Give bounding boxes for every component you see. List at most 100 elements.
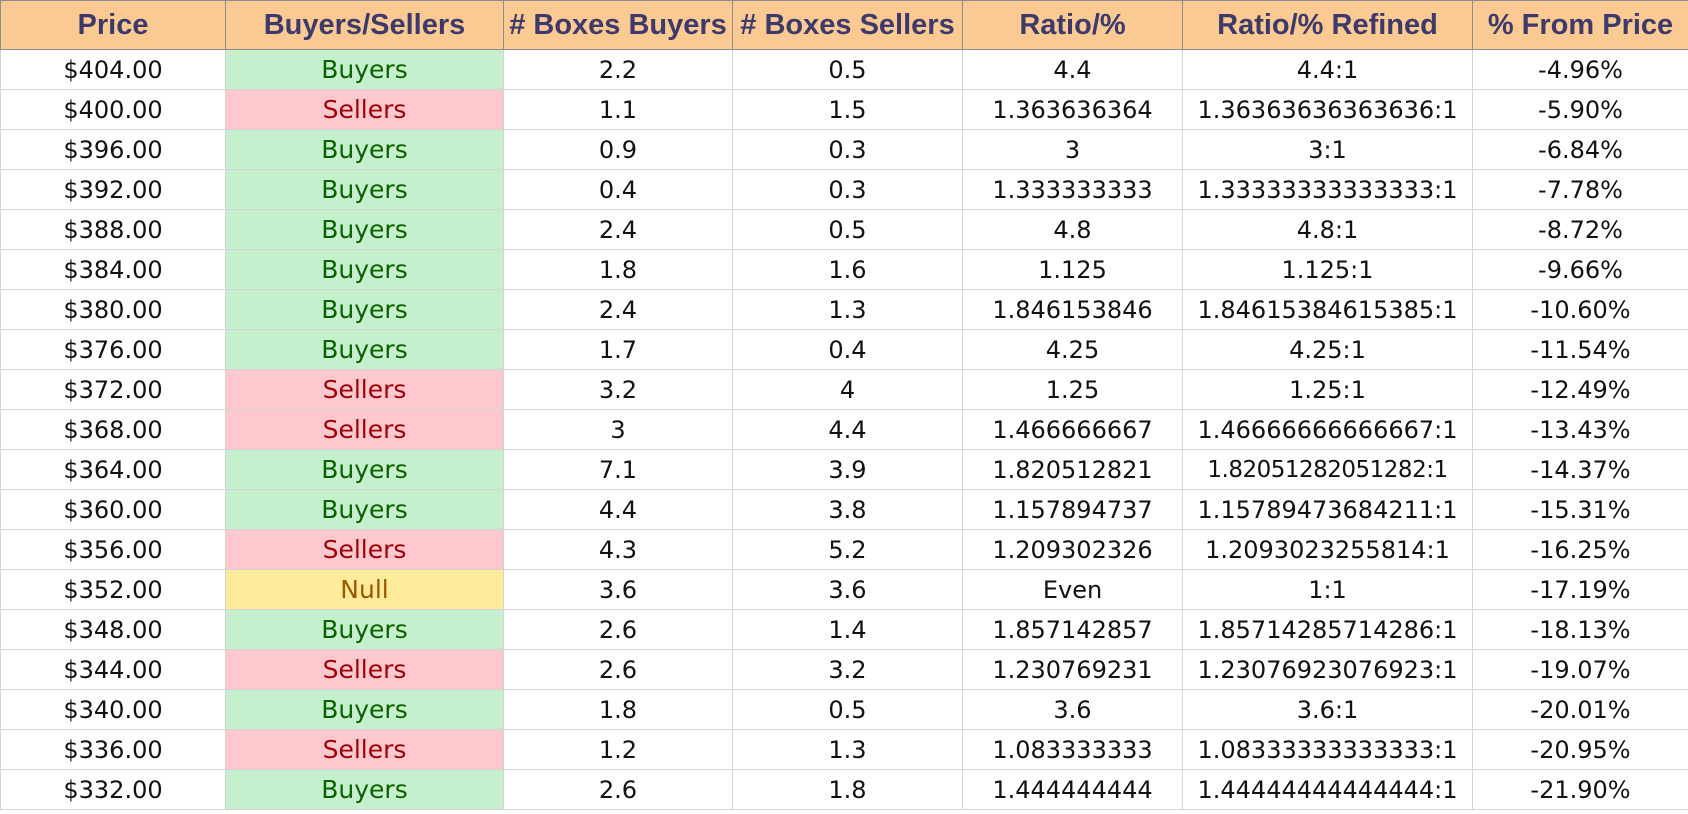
ratio-refined-cell[interactable]: 1.15789473684211:1: [1182, 489, 1473, 530]
price-cell[interactable]: $340.00: [0, 689, 226, 730]
boxes-sellers-cell[interactable]: 5.2: [732, 529, 963, 570]
ratio-cell[interactable]: 1.820512821: [962, 449, 1183, 490]
buyers-sellers-cell[interactable]: Buyers: [225, 449, 504, 490]
from-price-cell[interactable]: -11.54%: [1472, 329, 1688, 370]
boxes-sellers-cell[interactable]: 0.5: [732, 689, 963, 730]
ratio-refined-cell[interactable]: 1.33333333333333:1: [1182, 169, 1473, 210]
ratio-cell[interactable]: 1.125: [962, 249, 1183, 290]
ratio-cell[interactable]: 1.444444444: [962, 769, 1183, 810]
ratio-cell[interactable]: 1.230769231: [962, 649, 1183, 690]
ratio-cell[interactable]: 4.4: [962, 49, 1183, 90]
ratio-cell[interactable]: 1.333333333: [962, 169, 1183, 210]
ratio-cell[interactable]: 1.209302326: [962, 529, 1183, 570]
header-price[interactable]: Price: [0, 0, 226, 50]
from-price-cell[interactable]: -5.90%: [1472, 89, 1688, 130]
boxes-buyers-cell[interactable]: 1.7: [503, 329, 733, 370]
buyers-sellers-cell[interactable]: Buyers: [225, 129, 504, 170]
ratio-cell[interactable]: 4.25: [962, 329, 1183, 370]
ratio-refined-cell[interactable]: 1.08333333333333:1: [1182, 729, 1473, 770]
from-price-cell[interactable]: -14.37%: [1472, 449, 1688, 490]
boxes-buyers-cell[interactable]: 1.8: [503, 689, 733, 730]
buyers-sellers-cell[interactable]: Buyers: [225, 489, 504, 530]
price-cell[interactable]: $396.00: [0, 129, 226, 170]
boxes-buyers-cell[interactable]: 2.4: [503, 289, 733, 330]
buyers-sellers-cell[interactable]: Null: [225, 569, 504, 610]
ratio-cell[interactable]: 1.083333333: [962, 729, 1183, 770]
from-price-cell[interactable]: -8.72%: [1472, 209, 1688, 250]
boxes-sellers-cell[interactable]: 1.4: [732, 609, 963, 650]
boxes-sellers-cell[interactable]: 1.3: [732, 289, 963, 330]
ratio-cell[interactable]: 1.466666667: [962, 409, 1183, 450]
from-price-cell[interactable]: -17.19%: [1472, 569, 1688, 610]
boxes-sellers-cell[interactable]: 3.8: [732, 489, 963, 530]
ratio-cell[interactable]: 1.157894737: [962, 489, 1183, 530]
boxes-buyers-cell[interactable]: 0.9: [503, 129, 733, 170]
buyers-sellers-cell[interactable]: Buyers: [225, 289, 504, 330]
ratio-refined-cell[interactable]: 1.85714285714286:1: [1182, 609, 1473, 650]
ratio-refined-cell[interactable]: 1.44444444444444:1: [1182, 769, 1473, 810]
boxes-buyers-cell[interactable]: 2.6: [503, 609, 733, 650]
ratio-cell[interactable]: 1.25: [962, 369, 1183, 410]
header-from-price[interactable]: % From Price: [1472, 0, 1688, 50]
from-price-cell[interactable]: -13.43%: [1472, 409, 1688, 450]
boxes-sellers-cell[interactable]: 1.5: [732, 89, 963, 130]
ratio-cell[interactable]: 4.8: [962, 209, 1183, 250]
boxes-buyers-cell[interactable]: 1.2: [503, 729, 733, 770]
boxes-sellers-cell[interactable]: 0.5: [732, 49, 963, 90]
ratio-cell[interactable]: 1.846153846: [962, 289, 1183, 330]
boxes-buyers-cell[interactable]: 1.1: [503, 89, 733, 130]
header-ratio-refined[interactable]: Ratio/% Refined: [1182, 0, 1473, 50]
buyers-sellers-cell[interactable]: Sellers: [225, 729, 504, 770]
boxes-buyers-cell[interactable]: 2.2: [503, 49, 733, 90]
price-cell[interactable]: $404.00: [0, 49, 226, 90]
boxes-buyers-cell[interactable]: 2.6: [503, 649, 733, 690]
from-price-cell[interactable]: -9.66%: [1472, 249, 1688, 290]
price-cell[interactable]: $356.00: [0, 529, 226, 570]
boxes-buyers-cell[interactable]: 4.3: [503, 529, 733, 570]
price-cell[interactable]: $384.00: [0, 249, 226, 290]
ratio-cell[interactable]: 3.6: [962, 689, 1183, 730]
ratio-refined-cell[interactable]: 4.25:1: [1182, 329, 1473, 370]
price-cell[interactable]: $352.00: [0, 569, 226, 610]
boxes-sellers-cell[interactable]: 1.8: [732, 769, 963, 810]
boxes-sellers-cell[interactable]: 3.2: [732, 649, 963, 690]
boxes-buyers-cell[interactable]: 2.4: [503, 209, 733, 250]
from-price-cell[interactable]: -15.31%: [1472, 489, 1688, 530]
buyers-sellers-cell[interactable]: Sellers: [225, 409, 504, 450]
boxes-sellers-cell[interactable]: 3.6: [732, 569, 963, 610]
boxes-buyers-cell[interactable]: 0.4: [503, 169, 733, 210]
price-cell[interactable]: $392.00: [0, 169, 226, 210]
ratio-refined-cell[interactable]: 1.36363636363636:1: [1182, 89, 1473, 130]
ratio-refined-cell[interactable]: 1.2093023255814:1: [1182, 529, 1473, 570]
boxes-buyers-cell[interactable]: 3: [503, 409, 733, 450]
ratio-refined-cell[interactable]: 3.6:1: [1182, 689, 1473, 730]
ratio-refined-cell[interactable]: 1.84615384615385:1: [1182, 289, 1473, 330]
price-cell[interactable]: $332.00: [0, 769, 226, 810]
ratio-refined-cell[interactable]: 4.4:1: [1182, 49, 1473, 90]
header-buyers-sellers[interactable]: Buyers/Sellers: [225, 0, 504, 50]
price-cell[interactable]: $336.00: [0, 729, 226, 770]
boxes-buyers-cell[interactable]: 2.6: [503, 769, 733, 810]
boxes-sellers-cell[interactable]: 0.5: [732, 209, 963, 250]
from-price-cell[interactable]: -16.25%: [1472, 529, 1688, 570]
from-price-cell[interactable]: -12.49%: [1472, 369, 1688, 410]
ratio-cell[interactable]: 1.857142857: [962, 609, 1183, 650]
buyers-sellers-cell[interactable]: Buyers: [225, 769, 504, 810]
ratio-refined-cell[interactable]: 3:1: [1182, 129, 1473, 170]
header-boxes-sellers[interactable]: # Boxes Sellers: [732, 0, 963, 50]
ratio-cell[interactable]: 3: [962, 129, 1183, 170]
buyers-sellers-cell[interactable]: Buyers: [225, 689, 504, 730]
buyers-sellers-cell[interactable]: Buyers: [225, 169, 504, 210]
from-price-cell[interactable]: -7.78%: [1472, 169, 1688, 210]
price-cell[interactable]: $364.00: [0, 449, 226, 490]
boxes-buyers-cell[interactable]: 3.2: [503, 369, 733, 410]
ratio-refined-cell[interactable]: 1.125:1: [1182, 249, 1473, 290]
boxes-sellers-cell[interactable]: 3.9: [732, 449, 963, 490]
boxes-sellers-cell[interactable]: 0.4: [732, 329, 963, 370]
from-price-cell[interactable]: -6.84%: [1472, 129, 1688, 170]
buyers-sellers-cell[interactable]: Buyers: [225, 329, 504, 370]
boxes-buyers-cell[interactable]: 7.1: [503, 449, 733, 490]
boxes-sellers-cell[interactable]: 4.4: [732, 409, 963, 450]
ratio-refined-cell[interactable]: 1.25:1: [1182, 369, 1473, 410]
price-cell[interactable]: $388.00: [0, 209, 226, 250]
